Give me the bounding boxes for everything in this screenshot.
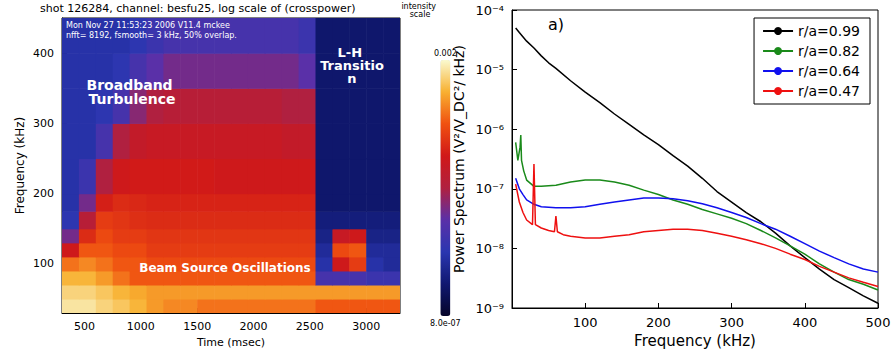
svg-text:n: n xyxy=(347,71,356,86)
svg-text:10⁻⁷: 10⁻⁷ xyxy=(475,181,504,196)
svg-text:r/a=0.47: r/a=0.47 xyxy=(798,83,860,99)
svg-text:Frequency (kHz): Frequency (kHz) xyxy=(13,117,27,214)
svg-text:a): a) xyxy=(548,15,564,34)
svg-text:300: 300 xyxy=(33,117,54,130)
svg-text:Time (msec): Time (msec) xyxy=(196,336,265,349)
svg-text:Frequency (kHz): Frequency (kHz) xyxy=(634,332,756,350)
svg-text:Mon Nov 27 11:53:23 2006 V11.4: Mon Nov 27 11:53:23 2006 V11.4 mckee xyxy=(66,21,230,30)
svg-text:8.0e-07: 8.0e-07 xyxy=(430,319,461,328)
svg-text:10⁻⁹: 10⁻⁹ xyxy=(475,301,504,316)
svg-text:10⁻⁸: 10⁻⁸ xyxy=(475,241,504,256)
svg-text:r/a=0.64: r/a=0.64 xyxy=(798,63,860,79)
svg-text:0.002: 0.002 xyxy=(434,49,457,58)
svg-text:100: 100 xyxy=(573,315,598,330)
svg-text:10⁻⁴: 10⁻⁴ xyxy=(475,3,504,18)
svg-text:2500: 2500 xyxy=(296,320,324,333)
svg-text:Transitio: Transitio xyxy=(320,58,384,73)
svg-text:scale: scale xyxy=(410,10,431,19)
svg-text:r/a=0.99: r/a=0.99 xyxy=(798,23,860,39)
svg-text:400: 400 xyxy=(33,47,54,60)
svg-text:200: 200 xyxy=(33,187,54,200)
svg-text:500: 500 xyxy=(74,320,95,333)
svg-text:300: 300 xyxy=(719,315,744,330)
svg-text:10⁻⁶: 10⁻⁶ xyxy=(475,122,504,137)
svg-text:intensity: intensity xyxy=(401,1,439,11)
svg-text:shot 126284, channel: besfu25,: shot 126284, channel: besfu25, log scale… xyxy=(40,2,356,15)
svg-text:L-H: L-H xyxy=(337,45,367,60)
svg-text:Beam Source Oscillations: Beam Source Oscillations xyxy=(139,261,311,275)
svg-text:r/a=0.82: r/a=0.82 xyxy=(798,43,860,59)
svg-text:3000: 3000 xyxy=(352,320,380,333)
svg-text:500: 500 xyxy=(866,315,891,330)
svg-text:400: 400 xyxy=(792,315,817,330)
svg-text:Turbulence: Turbulence xyxy=(89,91,176,107)
svg-text:2000: 2000 xyxy=(240,320,268,333)
svg-text:10⁻⁵: 10⁻⁵ xyxy=(475,62,504,77)
svg-text:Power Spectrum (V²/V_DC²/ kHz): Power Spectrum (V²/V_DC²/ kHz) xyxy=(451,45,467,273)
svg-text:Broadband: Broadband xyxy=(86,77,178,93)
svg-text:200: 200 xyxy=(646,315,671,330)
svg-text:1500: 1500 xyxy=(183,320,211,333)
svg-text:nfft= 8192, fsmooth= 3 kHz, 50: nfft= 8192, fsmooth= 3 kHz, 50% overlap. xyxy=(66,31,237,40)
svg-text:100: 100 xyxy=(33,257,54,270)
svg-text:1000: 1000 xyxy=(127,320,155,333)
